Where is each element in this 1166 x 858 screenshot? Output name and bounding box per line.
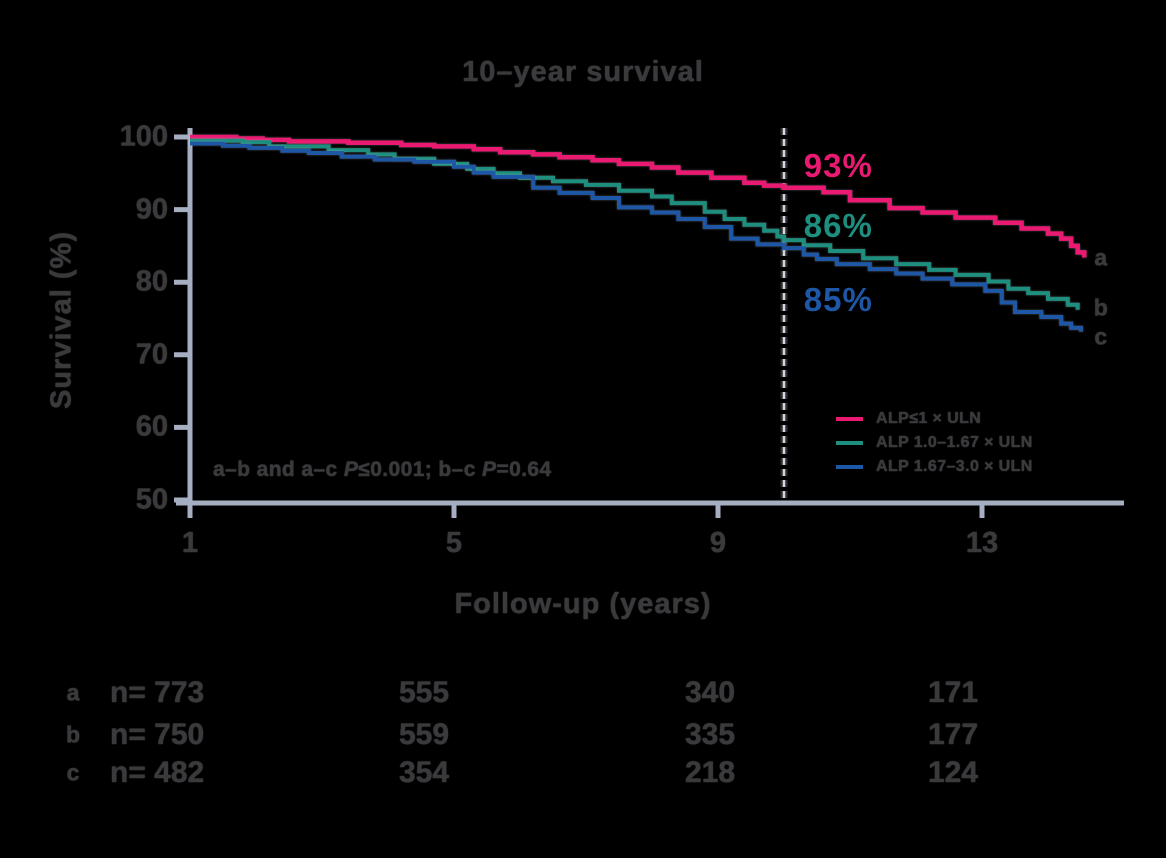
x-tick-label-13: 13 <box>965 527 999 559</box>
x-tick-label-5: 5 <box>445 527 463 559</box>
risk-value-a-2: 340 <box>684 676 736 709</box>
risk-value-b-1: 559 <box>398 718 450 751</box>
risk-row-letter-b: b <box>65 721 81 748</box>
legend: ALP≤1 × ULN ALP 1.0–1.67 × ULN ALP 1.67–3.… <box>836 407 1033 479</box>
curve-c <box>190 141 1083 332</box>
legend-item-a: ALP≤1 × ULN <box>836 407 1033 431</box>
y-tick-label-50: 50 <box>135 483 168 516</box>
y-tick-label-100: 100 <box>119 120 168 153</box>
legend-label-c: ALP 1.67–3.0 × ULN <box>876 458 1033 475</box>
x-tick-label-1: 1 <box>181 527 199 559</box>
curve-a <box>190 134 1087 258</box>
risk-value-c-2: 218 <box>684 756 736 789</box>
y-tick-label-70: 70 <box>135 338 168 371</box>
legend-swatch-b <box>836 441 863 445</box>
curve-end-label-b: b <box>1093 294 1108 321</box>
risk-value-b-0: n= 750 <box>110 718 205 751</box>
survival-curves <box>190 134 1087 332</box>
legend-label-b: ALP 1.0–1.67 × ULN <box>876 434 1033 451</box>
pvalue-note: a–b and a–c P≤0.001; b–c P=0.64 <box>213 458 552 482</box>
note-text-1: a–b and a–c <box>213 458 344 481</box>
legend-item-b: ALP 1.0–1.67 × ULN <box>836 431 1033 455</box>
risk-value-c-3: 124 <box>927 756 979 789</box>
risk-row-letter-a: a <box>66 679 80 706</box>
legend-swatch-c <box>836 465 863 469</box>
risk-value-c-1: 354 <box>398 756 450 789</box>
annotation-93%: 93% <box>803 147 873 185</box>
annotation-85%: 85% <box>803 280 873 318</box>
y-tick-label-80: 80 <box>135 265 168 298</box>
note-text-3: =0.64 <box>496 458 552 481</box>
risk-value-a-1: 555 <box>398 676 450 709</box>
risk-value-b-3: 177 <box>927 718 979 751</box>
curve-b <box>190 138 1080 310</box>
y-tick-label-90: 90 <box>135 193 168 226</box>
legend-swatch-a <box>836 417 863 421</box>
y-axis-title: Survival (%) <box>45 231 78 409</box>
y-tick-label-60: 60 <box>135 410 168 443</box>
x-tick-label-9: 9 <box>709 527 727 559</box>
x-axis-title: Follow-up (years) <box>454 588 712 620</box>
note-text-2: ≤0.001; b–c <box>358 458 483 481</box>
note-italic-p-1: P <box>343 458 359 481</box>
legend-item-c: ALP 1.67–3.0 × ULN <box>836 455 1033 479</box>
curve-end-label-c: c <box>1094 323 1108 350</box>
risk-value-a-0: n= 773 <box>110 676 205 709</box>
note-italic-p-2: P <box>482 458 497 481</box>
chart-title: 10–year survival <box>462 56 704 88</box>
legend-label-a: ALP≤1 × ULN <box>876 410 982 427</box>
curve-end-label-a: a <box>1094 244 1108 271</box>
risk-value-a-3: 171 <box>927 676 979 709</box>
risk-value-b-2: 335 <box>684 718 736 751</box>
annotation-86%: 86% <box>803 207 873 245</box>
risk-value-c-0: n= 482 <box>110 756 205 789</box>
risk-row-letter-c: c <box>66 759 80 786</box>
